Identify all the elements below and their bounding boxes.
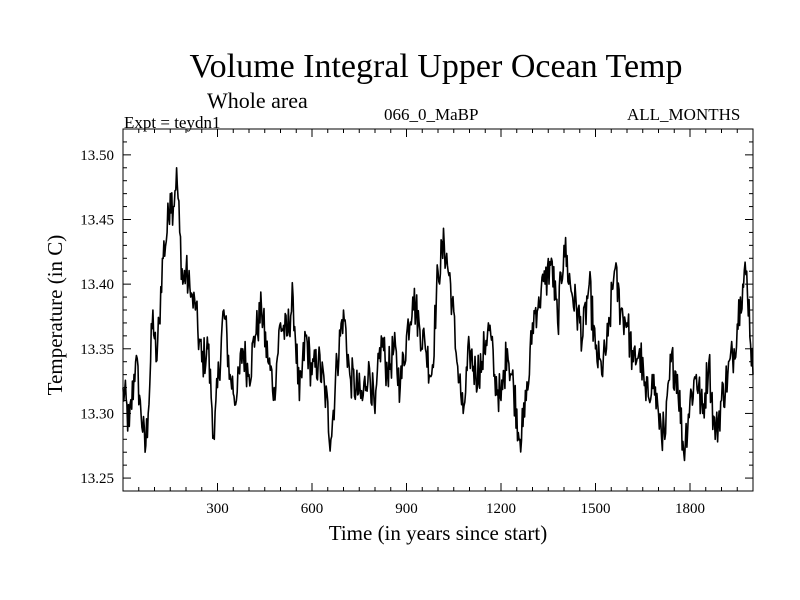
y-tick-label: 13.25	[80, 471, 114, 487]
chart-subtitle: Whole area	[207, 88, 308, 113]
y-axis-label: Temperature (in C)	[43, 234, 67, 396]
run-id-label: 066_0_MaBP	[384, 105, 479, 124]
axis-tick-labels: 300 600 900 1200 1500 1800 13.25 13.30 13.35 13.4…	[80, 148, 705, 517]
x-tick-label: 900	[395, 501, 418, 517]
axis-ticks	[123, 128, 753, 492]
series-line	[122, 167, 754, 462]
plot-frame	[122, 128, 754, 492]
x-axis-label: Time (in years since start)	[328, 521, 548, 545]
x-tick-label: 1500	[581, 501, 611, 517]
y-tick-label: 13.30	[80, 406, 114, 422]
x-tick-label: 600	[301, 501, 324, 517]
months-label: ALL_MONTHS	[627, 105, 741, 124]
y-tick-label: 13.35	[80, 342, 114, 358]
x-tick-label: 1200	[486, 501, 516, 517]
y-tick-label: 13.50	[80, 148, 114, 164]
x-tick-label: 300	[206, 501, 229, 517]
experiment-label: Expt = teydn1	[124, 113, 221, 132]
x-tick-label: 1800	[675, 501, 705, 517]
y-tick-label: 13.45	[80, 213, 114, 229]
chart-title: Volume Integral Upper Ocean Temp	[189, 48, 683, 85]
y-tick-label: 13.40	[80, 277, 114, 293]
